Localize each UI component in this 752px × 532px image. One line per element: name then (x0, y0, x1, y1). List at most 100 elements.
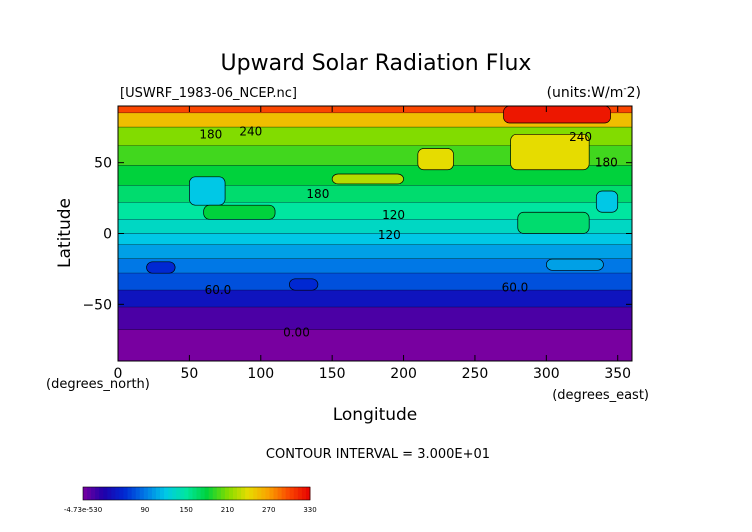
heatmap-patch (510, 133, 590, 171)
heatmap-patch (503, 105, 611, 124)
colorbar-segment (180, 487, 185, 500)
y-tick-label: 0 (103, 227, 112, 243)
x-tick-label: 50 (180, 366, 198, 382)
colorbar-segment (241, 487, 246, 500)
contour-label: 60.0 (502, 280, 529, 294)
dataset-label: [USWRF_1983-06_NCEP.nc] (120, 86, 297, 101)
colorbar-segment (127, 487, 133, 500)
heatmap-patches (146, 105, 619, 291)
heatmap-band (118, 185, 632, 203)
colorbar-segment (277, 487, 283, 500)
colorbar-segment (220, 487, 226, 500)
colorbar-segment (115, 487, 120, 500)
contour-label: 120 (378, 228, 401, 242)
colorbar-segment (216, 487, 222, 500)
contour-label: 180 (306, 187, 329, 201)
colorbar-segment (265, 487, 270, 500)
colorbar-segment (297, 487, 303, 500)
contour-label: 60.0 (205, 283, 232, 297)
heatmap-band (118, 219, 632, 234)
heatmap-patch (146, 261, 176, 274)
colorbar-tick-label: 150 (179, 506, 192, 514)
heatmap-band (118, 233, 632, 245)
contour-label: 240 (569, 130, 592, 144)
heatmap-band (118, 127, 632, 146)
colorbar-segment (87, 487, 92, 500)
units-suffix: 2) (627, 85, 641, 101)
colorbar-tick-label: 270 (262, 506, 275, 514)
colorbar-segment (99, 487, 104, 500)
colorbar-segment (228, 487, 234, 500)
heatmap-band (118, 106, 632, 114)
units-label: (units:W/m-2) (547, 84, 641, 101)
heatmap-band (118, 307, 632, 330)
x-axis-ticks: 0 50 100 150 200 250 300 350 (114, 106, 631, 382)
heatmap-band (118, 259, 632, 274)
x-tick-label: 0 (114, 366, 123, 382)
colorbar-segment (160, 487, 165, 500)
colorbar-segment (281, 487, 287, 500)
y-axis-note: (degrees_north) (46, 377, 150, 392)
colorbar-segment (261, 487, 266, 500)
colorbar-segment (301, 487, 307, 500)
colorbar-segment (111, 487, 116, 500)
colorbar-segment (155, 487, 161, 500)
x-axis-note: (degrees_east) (552, 388, 649, 403)
x-tick-label: 350 (604, 366, 631, 382)
heatmap-patch (545, 258, 604, 271)
colorbar-segment (143, 487, 149, 500)
y-axis-ticks: −50 0 50 (82, 156, 632, 313)
colorbar-segment (91, 487, 96, 500)
colorbar-segment (164, 487, 169, 500)
units-prefix: (units:W/m (547, 85, 624, 101)
colorbar-segment (176, 487, 181, 500)
x-tick-label: 250 (462, 366, 489, 382)
colorbar-segment (168, 487, 173, 500)
y-axis-label: Latitude (55, 198, 75, 268)
colorbar-segment (237, 487, 242, 500)
colorbar-segment (285, 487, 291, 500)
colorbar-segment (289, 487, 295, 500)
colorbar-segment (172, 487, 177, 500)
colorbar-tick-label: 90 (140, 506, 149, 514)
y-tick-label: 50 (94, 156, 112, 172)
heatmap-patch (203, 204, 276, 220)
y-tick-label: −50 (82, 297, 112, 313)
contour-label: 240 (239, 125, 262, 139)
colorbar-segment (232, 487, 238, 500)
colorbar-tick-label: 210 (221, 506, 234, 514)
colorbar-segment (208, 487, 214, 500)
x-axis-label: Longitude (333, 405, 418, 425)
heatmap-patch (595, 190, 619, 213)
colorbar-segment (95, 487, 100, 500)
colorbar-min-label: -4.73e-530 (64, 506, 102, 514)
x-tick-label: 300 (533, 366, 560, 382)
colorbar-segment (151, 487, 157, 500)
colorbar-segment (257, 487, 262, 500)
colorbar (83, 487, 311, 500)
chart-title: Upward Solar Radiation Flux (221, 51, 532, 76)
units-exponent: - (623, 84, 626, 94)
contour-label: 180 (595, 156, 618, 170)
heatmap-patch (331, 173, 404, 185)
x-tick-label: 200 (390, 366, 417, 382)
colorbar-segment (245, 487, 250, 500)
heatmap-patch (288, 278, 319, 291)
colorbar-segment (147, 487, 153, 500)
colorbar-labels: 90 150 210 270 330 (140, 506, 316, 514)
colorbar-frame (82, 486, 311, 501)
colorbar-segment (119, 487, 124, 500)
colorbar-segment (196, 487, 201, 500)
colorbar-segment (305, 487, 311, 500)
contour-interval: CONTOUR INTERVAL = 3.000E+01 (266, 447, 490, 462)
heatmap-patch (417, 148, 454, 171)
colorbar-segment (200, 487, 206, 500)
colorbar-segment (83, 487, 88, 500)
colorbar-segment (184, 487, 189, 500)
heatmap-band (118, 273, 632, 291)
heatmap-band (118, 145, 632, 166)
colorbar-tick-label: 330 (303, 506, 316, 514)
